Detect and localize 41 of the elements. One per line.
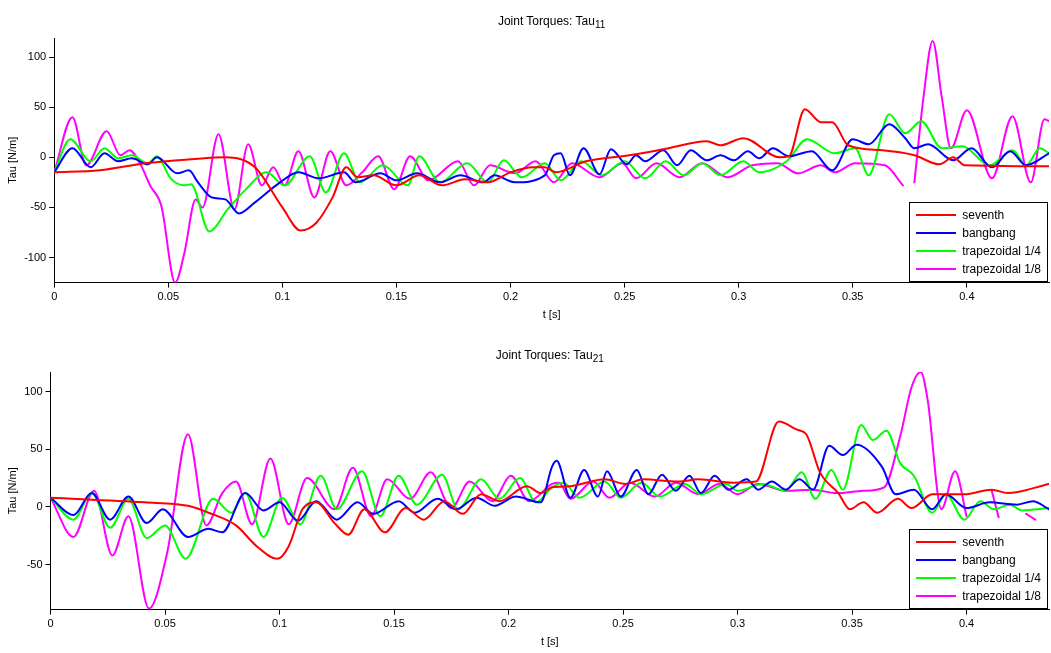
legend-label: trapezoidal 1/4 [962,569,1041,587]
x-axis-title: t [s] [542,308,561,321]
x-tick-label: 0 [51,290,58,303]
y-axis-title: Tau [N/m] [5,467,18,515]
x-tick-label: 0.05 [154,617,176,630]
x-tick-label: 0.25 [613,290,636,303]
x-tick-label: 0.05 [157,290,180,303]
y-tick-label: 50 [30,442,43,455]
y-tick-label: 50 [33,100,47,113]
x-tick-label: 0.4 [959,290,975,303]
y-tick-label: 0 [40,150,47,163]
y-axis-title: Tau [N/m] [5,136,18,184]
legend-label: bangbang [962,551,1016,569]
chart-title: Joint Torques: Tau$_{11}$ [496,14,607,31]
x-axis-title: t [s] [540,635,559,648]
x-tick-label: 0.1 [274,290,291,303]
y-tick-label: 100 [24,384,43,397]
x-tick-label: 0.4 [958,617,975,630]
y-tick-label: -50 [30,200,47,213]
chart-title: Joint Torques: Tau$_{21}$ [494,348,605,365]
x-tick-label: 0.25 [612,617,634,630]
x-tick-label: 0.15 [383,617,405,630]
legend-label: seventh [962,533,1005,551]
x-tick-label: 0.35 [841,617,863,630]
line-series [50,443,1049,538]
y-tick-label: 0 [36,499,43,512]
legend-label: trapezoidal 1/8 [962,260,1041,278]
x-tick-label: 0.3 [731,290,747,303]
x-tick-label: 0.3 [729,617,746,630]
x-tick-label: 0.35 [842,290,864,303]
y-tick-label: -50 [26,557,43,570]
legend-label: trapezoidal 1/8 [962,587,1041,605]
legend-label: seventh [962,206,1005,224]
y-tick-label: -100 [24,250,47,263]
y-tick-label: 100 [27,50,47,63]
x-tick-label: 0.2 [500,617,517,630]
legend-label: trapezoidal 1/4 [962,242,1041,260]
x-tick-label: 0.1 [271,617,288,630]
x-tick-label: 0.15 [385,290,408,303]
x-tick-label: 0.2 [502,290,519,303]
legend-label: bangbang [962,224,1016,242]
